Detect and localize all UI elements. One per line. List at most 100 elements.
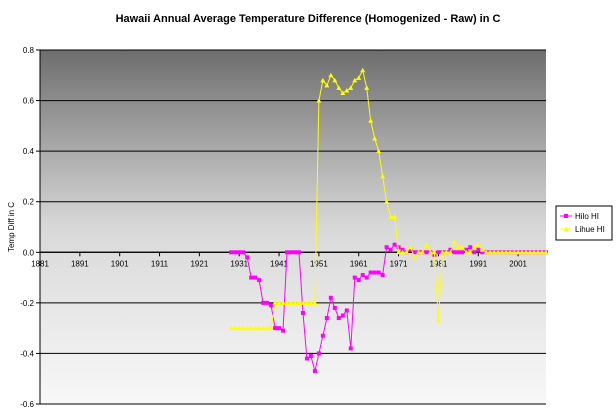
data-point [372, 136, 378, 141]
y-tick-label: 0.0 [23, 248, 35, 257]
chart-title: Hawaii Annual Average Temperature Differ… [116, 13, 501, 25]
data-point [404, 249, 410, 255]
legend-marker [564, 214, 568, 218]
legend-marker [563, 226, 569, 231]
data-point [459, 244, 465, 250]
data-point [479, 247, 485, 252]
data-point [296, 300, 302, 305]
data-point [471, 244, 477, 250]
data-point [476, 247, 481, 252]
data-point [304, 356, 309, 361]
legend: Hilo HI Lihue HI [555, 205, 613, 241]
data-point [396, 249, 402, 255]
data-point [328, 295, 333, 300]
data-point [244, 325, 250, 331]
data-point [252, 325, 258, 331]
data-point [423, 242, 429, 247]
y-tick-label: -0.2 [20, 299, 34, 308]
x-tick-label: 1941 [270, 259, 288, 268]
data-point [332, 305, 337, 310]
data-point [248, 325, 254, 331]
data-point [539, 249, 545, 255]
data-point [249, 275, 254, 280]
x-tick-label: 1891 [71, 259, 89, 268]
data-point [233, 250, 238, 255]
x-tick-label: 1951 [310, 259, 328, 268]
data-point [292, 250, 297, 255]
data-point [300, 300, 306, 305]
data-point [241, 250, 246, 255]
x-tick-label: 1971 [390, 259, 408, 268]
data-point [427, 249, 433, 255]
data-point [356, 75, 362, 80]
data-point [316, 98, 322, 103]
data-point [253, 275, 258, 280]
data-point [507, 249, 513, 255]
data-point [324, 82, 330, 88]
data-point [352, 77, 358, 83]
data-point [237, 250, 242, 255]
data-point [332, 77, 338, 83]
data-point [487, 249, 493, 255]
data-point [257, 278, 262, 283]
data-point [288, 300, 294, 305]
data-point [344, 308, 349, 313]
data-point [372, 270, 377, 275]
data-point [392, 242, 397, 247]
data-point [316, 351, 321, 356]
data-point [296, 250, 301, 255]
data-point [261, 300, 266, 305]
data-point [348, 85, 354, 90]
y-tick-label: 0.6 [23, 97, 35, 106]
data-point [467, 249, 473, 255]
data-point [336, 316, 341, 321]
data-point [412, 254, 418, 260]
data-point [229, 250, 234, 255]
data-point [324, 316, 329, 321]
x-tick-label: 1961 [350, 259, 368, 268]
data-point [499, 249, 505, 255]
data-point [264, 325, 270, 331]
data-point [368, 118, 374, 123]
data-point [265, 300, 270, 305]
y-axis-label: Temp Diff in C [7, 202, 16, 252]
plot-background [40, 50, 546, 404]
data-point [463, 249, 469, 255]
legend-label: Lihue HI [575, 225, 605, 234]
data-point [348, 346, 353, 351]
x-tick-label: 1981 [430, 259, 448, 268]
data-point [272, 300, 278, 305]
data-point [240, 325, 246, 331]
data-point [475, 242, 481, 247]
data-point [292, 300, 298, 305]
data-point [468, 245, 473, 250]
data-point [480, 250, 485, 255]
data-point [364, 275, 369, 280]
data-point [236, 325, 242, 331]
data-point [388, 214, 394, 219]
data-point [435, 318, 441, 323]
data-point [320, 77, 326, 83]
x-tick-label: 1921 [190, 259, 208, 268]
data-point [436, 250, 441, 255]
data-point [376, 148, 382, 154]
data-point [352, 275, 357, 280]
data-point [408, 244, 414, 250]
data-point [451, 239, 457, 245]
data-point [464, 247, 469, 252]
data-point [340, 90, 346, 95]
data-point [268, 325, 274, 331]
data-point [380, 273, 385, 278]
x-tick-label: 1991 [469, 259, 487, 268]
data-point [368, 270, 373, 275]
data-point [356, 278, 361, 283]
data-point [472, 250, 477, 255]
data-point [340, 313, 345, 318]
data-point [523, 249, 529, 255]
y-tick-label: 0.4 [23, 147, 35, 156]
data-point [360, 273, 365, 278]
data-point [300, 310, 305, 315]
data-point [380, 173, 386, 179]
data-point [511, 249, 517, 255]
data-point [336, 85, 342, 90]
